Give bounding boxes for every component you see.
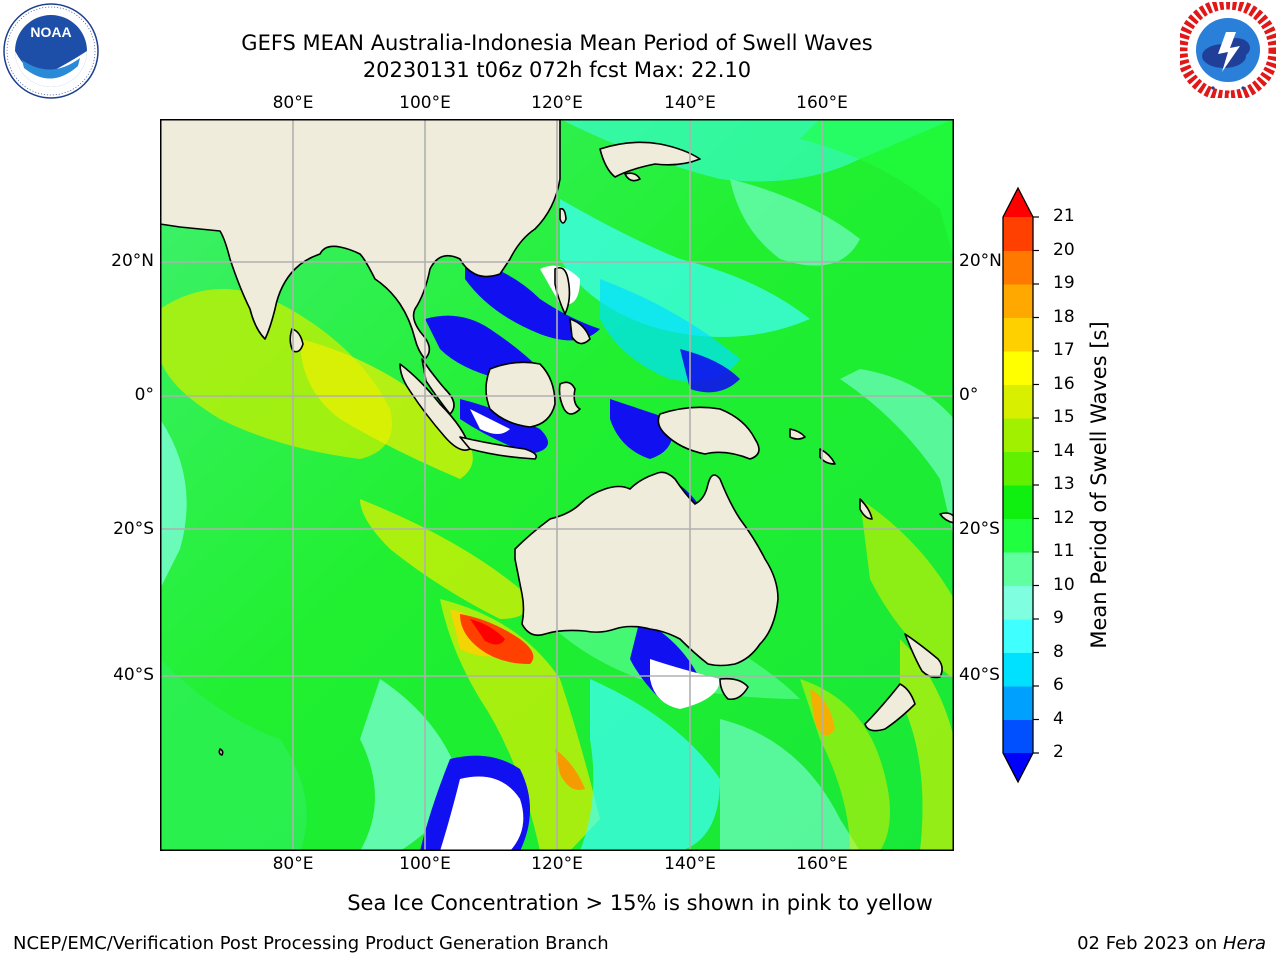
colorbar-swatch <box>1003 250 1033 285</box>
colorbar-tick-label: 12 <box>1053 507 1075 528</box>
lon-label-top: 160°E <box>796 93 848 113</box>
svg-text:NOAA: NOAA <box>30 24 71 40</box>
noaa-logo: NOAA <box>3 3 99 99</box>
colorbar-tick-label: 8 <box>1053 641 1064 662</box>
gridlines <box>160 119 954 851</box>
colorbar-tick-label: 9 <box>1053 608 1064 628</box>
nws-logo <box>1180 2 1276 98</box>
map-title: GEFS MEAN Australia-Indonesia Mean Perio… <box>241 31 873 55</box>
lat-label-left: 20°N <box>111 251 154 271</box>
lon-label-bottom: 140°E <box>664 854 716 874</box>
colorbar-tick-label: 16 <box>1053 373 1075 394</box>
swell-period-map <box>160 119 954 851</box>
lon-label-top: 80°E <box>272 93 314 113</box>
colorbar-tick-label: 13 <box>1053 474 1075 494</box>
colorbar-tick-label: 17 <box>1053 340 1075 360</box>
colorbar-swatch <box>1003 686 1033 720</box>
colorbar-tick-label: 19 <box>1053 273 1075 293</box>
colorbar-tick-label: 2 <box>1053 742 1064 762</box>
lat-label-left: 40°S <box>113 665 154 685</box>
colorbar-tick-label: 6 <box>1053 675 1064 695</box>
colorbar-swatch <box>1003 418 1033 452</box>
colorbar-swatch <box>1003 518 1033 553</box>
landmasses <box>160 119 954 756</box>
colorbar-swatch <box>1003 485 1033 519</box>
colorbar-tick-label: 14 <box>1053 440 1075 461</box>
colorbar-tick-label: 10 <box>1053 574 1075 595</box>
lat-label-left: 0° <box>134 385 154 405</box>
date-text: 02 Feb 2023 on <box>1077 933 1223 954</box>
colorbar-swatch <box>1003 351 1033 385</box>
colorbar-tick-label: 15 <box>1053 407 1075 427</box>
lat-label-right: 40°S <box>959 665 1000 685</box>
colorbar-swatch <box>1003 585 1033 620</box>
lon-label-top: 120°E <box>531 93 583 113</box>
machine-name: Hera <box>1222 933 1266 954</box>
colorbar-swatch <box>1003 217 1033 251</box>
lon-label-bottom: 100°E <box>399 854 451 874</box>
colorbar-swatch <box>1003 552 1033 586</box>
colorbar <box>1002 186 1039 784</box>
colorbar-tick-label: 21 <box>1053 206 1075 226</box>
colorbar-tick-label: 4 <box>1053 708 1064 729</box>
lat-label-right: 20°N <box>959 251 1002 271</box>
lat-label-right: 0° <box>959 385 979 405</box>
colorbar-swatch <box>1003 619 1033 653</box>
lon-label-top: 140°E <box>664 93 716 113</box>
colorbar-swatch <box>1003 719 1033 754</box>
sea-ice-note: Sea Ice Concentration > 15% is shown in … <box>347 891 933 915</box>
lon-label-bottom: 80°E <box>272 854 314 874</box>
colorbar-swatch <box>1003 652 1033 687</box>
lat-label-right: 20°S <box>959 519 1000 539</box>
colorbar-tick-label: 20 <box>1053 239 1075 260</box>
colorbar-label: Mean Period of Swell Waves [s] <box>1087 321 1111 649</box>
swell-field-patches <box>160 119 954 851</box>
colorbar-tick-label: 18 <box>1053 306 1075 327</box>
colorbar-swatch <box>1003 451 1033 486</box>
lon-label-bottom: 120°E <box>531 854 583 874</box>
colorbar-swatch <box>1003 317 1033 352</box>
map-subtitle: 20230131 t06z 072h fcst Max: 22.10 <box>362 58 752 82</box>
colorbar-under-arrow <box>1003 753 1033 782</box>
colorbar-swatch <box>1003 284 1033 318</box>
credit-text: NCEP/EMC/Verification Post Processing Pr… <box>13 933 609 954</box>
lon-label-bottom: 160°E <box>796 854 848 874</box>
date-stamp: 02 Feb 2023 on Hera <box>1077 933 1266 954</box>
colorbar-swatch <box>1003 384 1033 419</box>
colorbar-tick-label: 11 <box>1053 541 1075 561</box>
lon-label-top: 100°E <box>399 93 451 113</box>
colorbar-over-arrow <box>1003 188 1033 217</box>
map-frame <box>160 119 954 851</box>
lat-label-left: 20°S <box>113 519 154 539</box>
